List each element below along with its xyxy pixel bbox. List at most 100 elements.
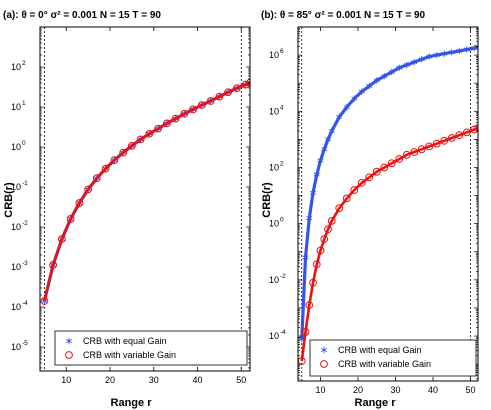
panel-a-ytick-exponent-5: 0 [22,140,26,147]
panel-b-series-variable-line [300,126,478,362]
panel-a-series-variable-point-1 [49,261,58,269]
panel-a-ylabel: CRB(r) [3,182,15,218]
panel-b-series-variable-point-5 [316,246,325,255]
panel-b-series-equal-point-22 [433,51,440,59]
panel-a-xtick-label-3: 40 [192,375,202,385]
panel-a-ytick-label-4: 10 [11,182,21,192]
panel-a-series-variable-point-16 [180,109,189,118]
panel-b-star-stroke [328,128,335,133]
panel-b-series-equal-point-17 [396,64,403,71]
panel-a-star-stroke [41,299,48,304]
panel-b-series-variable-point-20 [417,145,426,154]
panel-b-series-equal-line [300,45,478,339]
panel-b-xtick-label-2: 30 [390,385,400,395]
panel-b-series-equal-point-11 [351,95,358,102]
panel-a-series-variable-point-15 [171,114,180,123]
panel-a-ytick-label-1: 10 [11,302,21,312]
panel-b-star-stroke [471,46,478,51]
panel-b-star-stroke [336,114,343,119]
panel-b-star-stroke [321,147,328,152]
panel-b-series-equal-point-18 [403,61,410,69]
panel-a-star-stroke [246,80,250,84]
panel-b-ytick-exponent-5: 6 [280,48,284,55]
panel-b-star-stroke [309,190,317,195]
panel-b-ytick-label-2: 10 [269,219,279,229]
panel-b-series-equal-point-13 [366,82,373,90]
panel-a-axes-frame [39,26,251,372]
panel-a-ytick-label-7: 10 [11,62,21,72]
panel-b-series-variable-point-7 [324,225,332,234]
panel-a-xtick-label-2: 30 [149,375,159,385]
panel-b-series-variable-point-22 [432,139,441,148]
panel-a-series-variable-point-12 [145,129,154,138]
panel-a-series-group [40,78,250,305]
panel-b-star-stroke [403,62,410,67]
panel-b-series-equal-point-24 [448,49,455,56]
panel-a-ytick-exponent-0: -5 [22,340,28,347]
panel-b-ytick-exponent-4: 4 [280,104,284,111]
panel-a-title: (a): θ = 0° σ² = 0.001 N = 15 T = 90 [3,10,161,21]
panel-b-legend-label-equal: CRB with equal Gain [338,345,422,355]
panel-b-series-variable-point-1 [301,327,310,336]
panel-a-ytick-exponent-1: -4 [22,300,28,307]
panel-b-star-stroke [411,60,418,65]
panel-b-series-variable-point-13 [365,173,374,182]
panel-a-series-variable-point-5 [84,185,93,194]
panel-a-ytick-exponent-3: -2 [22,220,28,227]
panel-b-series-variable-point-21 [425,142,434,151]
panel-b-star-stroke [313,172,320,177]
panel-a-series-variable-point-19 [206,97,215,105]
panel-b-ytick-label-1: 10 [269,275,279,285]
panel-b-ytick-label-0: 10 [269,331,279,341]
panel-b-series-equal-point-25 [456,47,463,55]
panel-b-series-equal-point-5 [317,157,324,164]
panel-b-ytick-label-4: 10 [269,106,279,116]
panel-b-star-stroke [302,255,309,260]
panel-b-ytick-label-3: 10 [269,162,279,172]
panel-a-series-variable-point-23 [241,80,250,89]
panel-a-legend-label-equal: CRB with equal Gain [83,336,167,346]
panel-a-ytick-label-6: 10 [11,102,21,112]
panel-b-series-equal-point-21 [426,53,433,60]
panel-a-xtick-label-4: 50 [236,375,246,385]
panel-b-series-variable-point-15 [380,163,389,172]
panel-a-series-equal-line [42,81,250,302]
panel-b-star-stroke [448,50,455,55]
panel-b-ytick-exponent-2: 0 [280,217,284,224]
panel-b-series-variable-point-26 [462,128,471,137]
panel-b-legend-box [309,339,477,377]
panel-b-ytick-label-5: 10 [269,50,279,60]
panel-b-star-stroke [306,216,313,221]
panel-b-series-equal-point-16 [388,68,395,76]
panel-a-ytick-label-2: 10 [11,262,21,272]
panel-b-title: (b): θ = 85° σ² = 0.001 N = 15 T = 90 [261,10,426,21]
panel-b-star-stroke [324,137,332,142]
panel-b-ytick-exponent-3: 2 [280,160,284,167]
panel-b-series-equal-point-6 [321,146,328,153]
panel-b-star-stroke [358,89,365,94]
panel-a-series-variable-point-21 [224,88,233,97]
panel-b-series-equal-point-3 [309,189,317,196]
panel-a-series-variable-point-0 [40,297,49,305]
panel-a-series-variable-point-11 [136,135,145,144]
panel-a-series-variable-point-18 [197,101,206,109]
panel-b-xtick-label-1: 20 [353,385,363,395]
panel-b-series-equal-point-27 [471,44,478,52]
panel-a-series-variable-point-20 [215,92,224,101]
panel-b-ylabel: CRB(r) [261,182,273,218]
panel-b-star-stroke [433,53,440,58]
panel-a-series-variable-point-10 [127,141,136,150]
panel-b-xtick-label-4: 50 [465,385,475,395]
panel-a-legend-label-variable: CRB with variable Gain [83,350,176,360]
panel-b-series-equal-point-19 [411,58,418,66]
panel-b-star-stroke [463,47,470,52]
panel-a-ytick-label-5: 10 [11,142,21,152]
panel-b: (b): θ = 85° σ² = 0.001 N = 15 T = 90 10… [261,10,479,409]
panel-b-series-group [298,43,478,365]
panel-b-star-stroke [441,51,448,56]
panel-a-series-variable-point-9 [119,148,128,157]
panel-b-series-equal-point-14 [373,77,380,84]
panel-b-star-stroke [418,57,425,62]
